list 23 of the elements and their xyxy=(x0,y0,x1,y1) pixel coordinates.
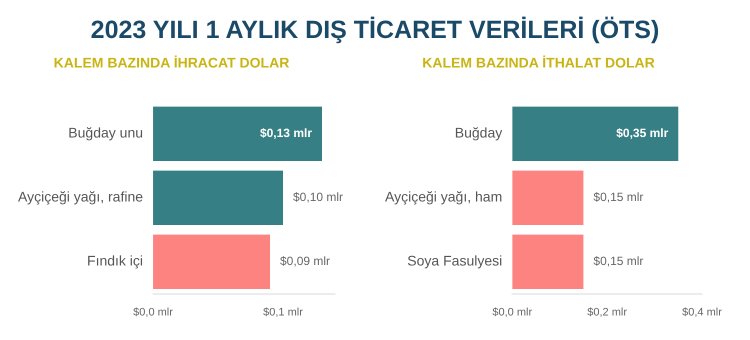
bar xyxy=(153,106,322,161)
y-tick-label: Fındık içi xyxy=(87,252,144,269)
y-tick-label: Ayçiçeği yağı, ham xyxy=(384,188,502,205)
y-tick-label: Soya Fasulyesi xyxy=(407,252,502,269)
y-tick-label: Ayçiçeği yağı, rafine xyxy=(18,188,144,205)
x-tick-label: $0,4 mlr xyxy=(682,306,722,318)
data-label: $0,10 mlr xyxy=(293,190,344,204)
y-tick-label: Buğday xyxy=(454,124,502,141)
chart-subtitle: KALEM BAZINDA İHRACAT DOLAR xyxy=(54,54,290,70)
data-label: $0,13 mlr xyxy=(260,126,312,140)
data-label: $0,35 mlr xyxy=(616,126,669,140)
data-label: $0,15 mlr xyxy=(593,190,644,204)
data-label: $0,15 mlr xyxy=(593,254,644,268)
bar xyxy=(153,170,284,225)
x-tick-label: $0,0 mlr xyxy=(133,306,174,318)
x-tick-label: $0,2 mlr xyxy=(587,306,628,318)
x-tick-label: $0,1 mlr xyxy=(263,306,304,318)
bar xyxy=(153,234,270,289)
x-tick-label: $0,0 mlr xyxy=(492,306,532,318)
data-label: $0,09 mlr xyxy=(280,254,330,268)
chart-title: 2023 YILI 1 AYLIK DIŞ TİCARET VERİLERİ (ÖTS) xyxy=(90,15,660,46)
chart-title: KALEM BAZINDA İTHALAT DOLAR xyxy=(422,54,655,70)
y-tick-label: Buğday unu xyxy=(68,124,144,141)
